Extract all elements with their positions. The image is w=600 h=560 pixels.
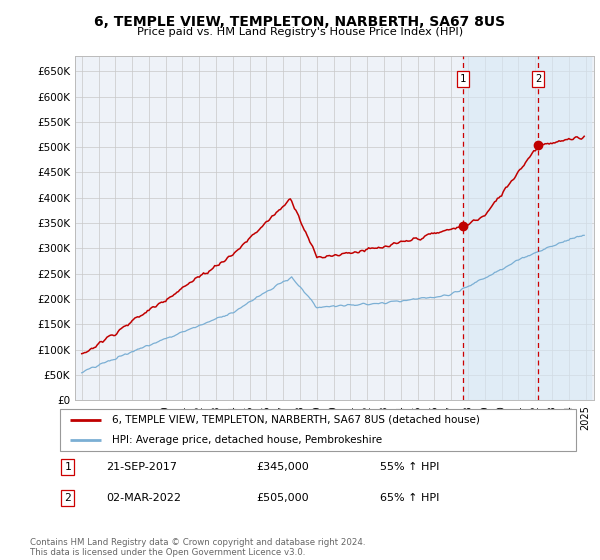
Text: 2: 2 xyxy=(64,493,71,503)
Text: 02-MAR-2022: 02-MAR-2022 xyxy=(106,493,181,503)
Text: 6, TEMPLE VIEW, TEMPLETON, NARBERTH, SA67 8US (detached house): 6, TEMPLE VIEW, TEMPLETON, NARBERTH, SA6… xyxy=(112,415,479,424)
Text: £505,000: £505,000 xyxy=(256,493,309,503)
Text: 21-SEP-2017: 21-SEP-2017 xyxy=(106,461,178,472)
Bar xyxy=(463,56,538,400)
Text: 1: 1 xyxy=(64,461,71,472)
Text: Price paid vs. HM Land Registry's House Price Index (HPI): Price paid vs. HM Land Registry's House … xyxy=(137,27,463,37)
Text: HPI: Average price, detached house, Pembrokeshire: HPI: Average price, detached house, Pemb… xyxy=(112,435,382,445)
Text: 65% ↑ HPI: 65% ↑ HPI xyxy=(380,493,439,503)
Text: 1: 1 xyxy=(460,74,466,84)
Text: £345,000: £345,000 xyxy=(256,461,309,472)
Text: 6, TEMPLE VIEW, TEMPLETON, NARBERTH, SA67 8US: 6, TEMPLE VIEW, TEMPLETON, NARBERTH, SA6… xyxy=(94,15,506,29)
Bar xyxy=(538,56,590,400)
Text: 55% ↑ HPI: 55% ↑ HPI xyxy=(380,461,439,472)
FancyBboxPatch shape xyxy=(60,409,576,451)
Text: Contains HM Land Registry data © Crown copyright and database right 2024.
This d: Contains HM Land Registry data © Crown c… xyxy=(30,538,365,557)
Text: 2: 2 xyxy=(535,74,541,84)
